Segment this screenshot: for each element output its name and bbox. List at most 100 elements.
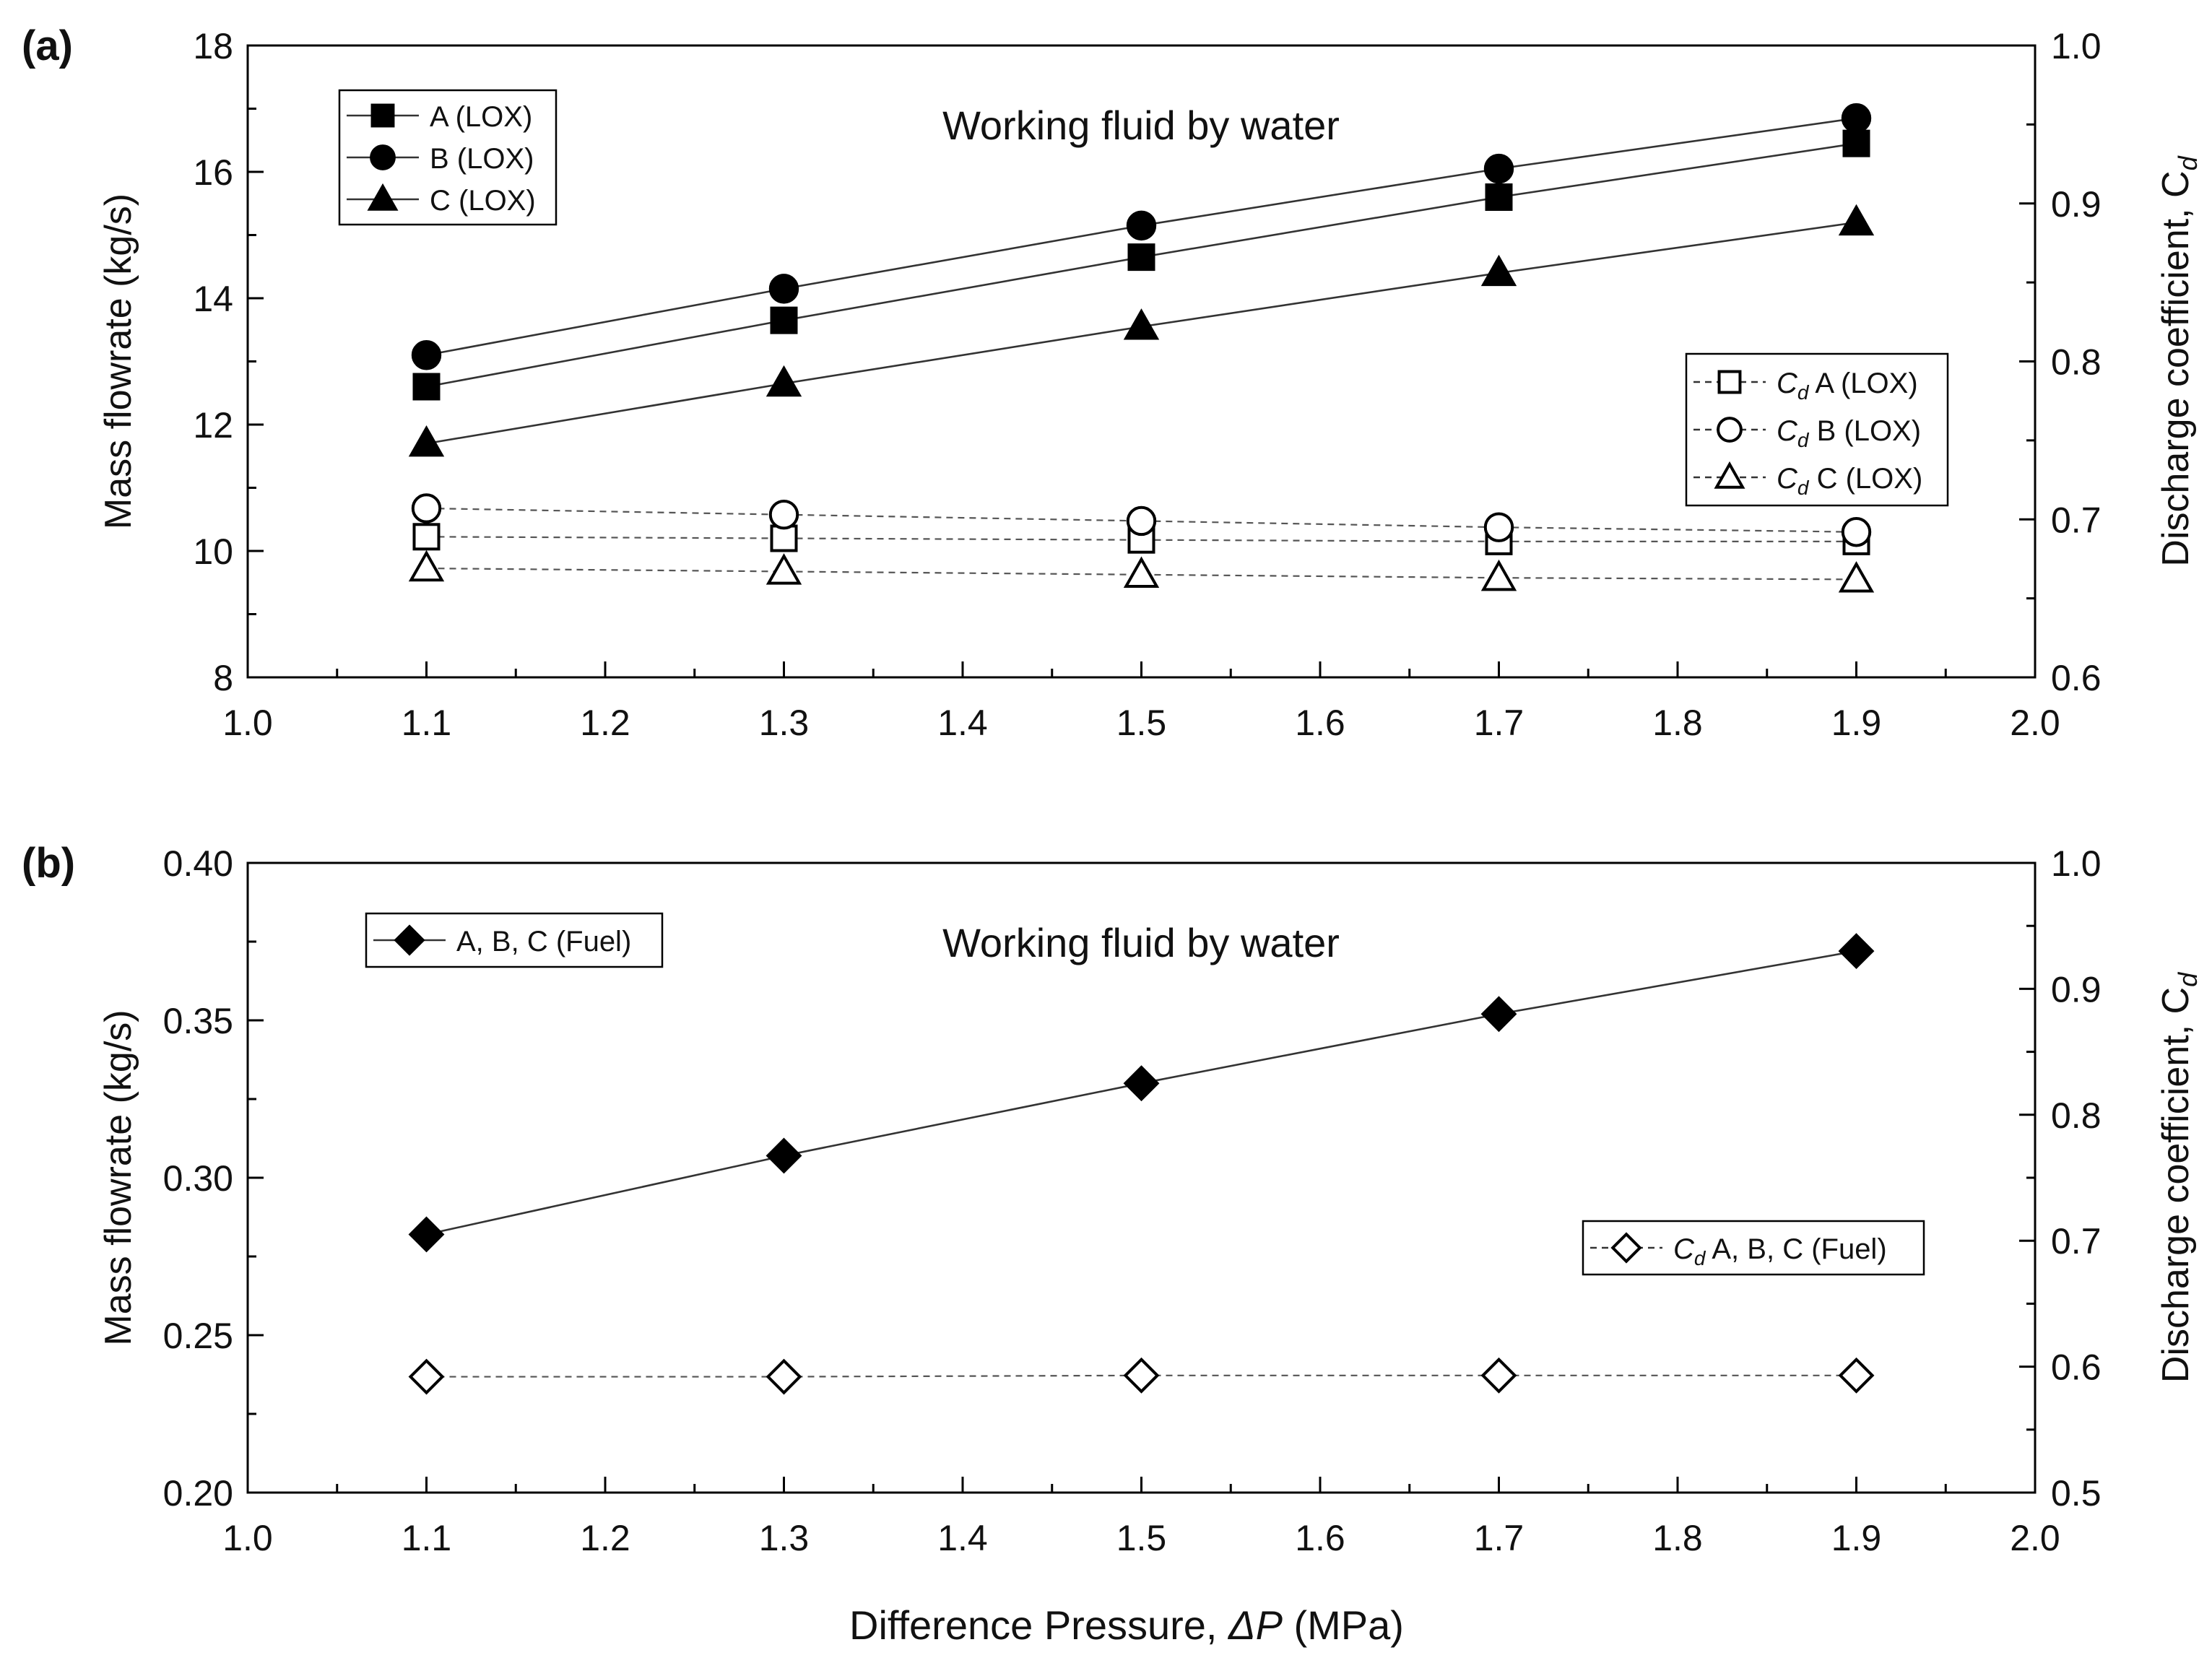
panel-a-series-4-point [411,493,442,524]
panel-a-legend-name: C (LOX) [1808,463,1922,495]
panel-a-series-5-point [1123,556,1160,588]
panel-a-series-line-5 [426,567,1857,581]
panel-a-y2-tick-label: 0.6 [2051,658,2102,698]
panel-b-y2-tick-label: 0.7 [2051,1221,2102,1262]
panel-b-y2-tick-label: 0.6 [2051,1347,2102,1388]
panel-a-y2-axis-label-main: Discharge coefficient, C [2155,170,2197,566]
panel-b-y-tick-label: 0.20 [163,1473,233,1514]
panel-a-legend-name: A (LOX) [1808,368,1917,399]
panel-b-x-tick-label: 1.5 [1116,1518,1167,1558]
panel-a-x-tick-label: 1.3 [759,703,810,743]
panel-a-series-1-point [411,340,442,370]
panel-a-series-2-point [1838,204,1875,236]
panel-a-series-5-point [408,550,445,582]
x-axis-label-symbol: ΔP [1227,1602,1283,1648]
panel-a-x-tick-label: 1.2 [580,703,630,743]
panel-b-series-1-point [1838,1357,1875,1394]
panel-b-x-tick-label: 2.0 [2010,1518,2060,1558]
panel-a-series-4-point [1483,512,1514,542]
panel-a-y-tick-label: 10 [193,531,233,572]
panel-a-x-tick-label: 1.6 [1295,703,1345,743]
panel-b-y-tick-label: 0.30 [163,1158,233,1199]
panel-b-y2-axis-label: Discharge coefficient, Cd [2155,972,2203,1383]
panel-a-y2-axis-label-sub: d [2173,155,2203,170]
panel-a-legend-marker [367,183,399,211]
panel-b-legend-label: Cd A, B, C (Fuel) [1673,1233,1887,1269]
x-axis-label-after: (MPa) [1283,1602,1404,1648]
panel-b-x-tick-label: 1.6 [1295,1518,1345,1558]
panel-a-series-0-point [1485,183,1513,211]
panel-b-series-0-point [408,1216,445,1253]
panel-a-y2-tick-label: 0.7 [2051,500,2102,540]
panel-a-series-4-point [1126,505,1157,537]
panel-a-series-1-point [768,274,799,304]
panel-a-series-0-point [1127,243,1155,272]
panel-a-x-tick-label: 1.8 [1652,703,1703,743]
panel-a-legend-prefix: C [1777,368,1798,399]
panel-a-legend-marker [1717,370,1742,394]
panel-b-panel-label: (b) [22,840,75,887]
panel-b-series-1-point [1123,1357,1160,1394]
panel-a-legend-label: B (LOX) [430,143,534,175]
panel-a-series-5-point [1838,561,1875,593]
panel-b-series-1-point [765,1358,802,1395]
panel-b-y2-tick-label: 0.5 [2051,1473,2102,1514]
panel-a-series-2-point [1480,254,1517,287]
panel-a-legend-label: Cd B (LOX) [1777,415,1921,451]
panel-b-series-0-point [1838,933,1875,970]
panel-a-series-0-point [412,373,441,401]
panel-a-series-5-point [765,553,802,585]
panel-b-x-tick-label: 1.1 [402,1518,452,1558]
panel-a-y-tick-label: 18 [193,26,233,66]
panel-a-legend-name: B (LOX) [1808,415,1921,447]
panel-a-panel-label: (a) [22,22,73,69]
panel-a-x-tick-label: 1.9 [1831,703,1882,743]
panel-b-legend-label: A, B, C (Fuel) [456,926,631,958]
panel-a-legend-label: Cd C (LOX) [1777,463,1922,499]
panel-a-series-4-point [768,499,799,530]
panel-b-legend-name: A, B, C (Fuel) [1705,1233,1886,1265]
panel-b-y2-tick-label: 0.8 [2051,1095,2102,1136]
panel-a-series-0-point [770,306,798,334]
panel-b-legend-prefix: C [1673,1233,1695,1265]
panel-a-series-4-point [1841,517,1872,547]
panel-a-y-axis-label: Mass flowrate (kg/s) [97,194,139,529]
panel-b-y-tick-label: 0.35 [163,1001,233,1041]
panel-b-series-line-1 [426,1374,1857,1378]
panel-a-series-2-point [408,425,445,457]
panel-a-series-line-3 [426,536,1857,542]
panel-a-legend-label: C (LOX) [430,185,536,217]
x-axis-label-before: Difference Pressure, [849,1602,1228,1648]
panel-a-y-tick-label: 14 [193,279,233,319]
panel-a-y-tick-label: 8 [213,658,233,698]
panel-b-y-tick-label: 0.25 [163,1316,233,1356]
panel-a-y2-tick-label: 1.0 [2051,26,2102,66]
panel-a-legend-marker [370,144,396,170]
panel-b-series-1-point [408,1358,445,1395]
panel-a-legend-prefix-sub: d [1797,429,1810,451]
panel-a-y-tick-label: 16 [193,152,233,193]
panel-b-x-tick-label: 1.7 [1474,1518,1524,1558]
panel-a-series-3-point [770,524,798,552]
panel-a-series-line-4 [426,507,1857,533]
shared-x-axis-label: Difference Pressure, ΔP (MPa) [849,1602,1404,1648]
panel-a-y2-tick-label: 0.9 [2051,184,2102,225]
panel-b-series-1-point [1480,1357,1517,1394]
panel-a-legend-label: A (LOX) [430,101,532,133]
panel-b-x-tick-label: 1.2 [580,1518,630,1558]
panel-b-y2-axis-label-sub: d [2173,972,2203,987]
panel-b-series-0-point [1123,1065,1160,1102]
panel-a-x-tick-label: 1.1 [402,703,452,743]
panel-b-x-tick-label: 1.0 [222,1518,273,1558]
panel-b-y-axis-label: Mass flowrate (kg/s) [97,1009,139,1345]
panel-b-y2-tick-label: 1.0 [2051,843,2102,884]
panel-b-annotation: Working fluid by water [942,920,1340,965]
panel-a-legend-marker [370,103,395,128]
panel-a-x-tick-label: 1.7 [1474,703,1524,743]
panel-a-chart: 1.0 1.1 1.2 1.3 1.4 1.5 1.6 1.7 1.8 1.9 2.0 8 10 12 14… [22,22,2203,743]
panel-a-x-tick-label: 1.0 [222,703,273,743]
panel-a-series-1-point [1126,210,1157,241]
panel-a-y2-axis-label: Discharge coefficient, Cd [2155,155,2203,566]
panel-a-series-3-point [412,523,441,551]
panel-a-series-0-point [1842,129,1870,157]
